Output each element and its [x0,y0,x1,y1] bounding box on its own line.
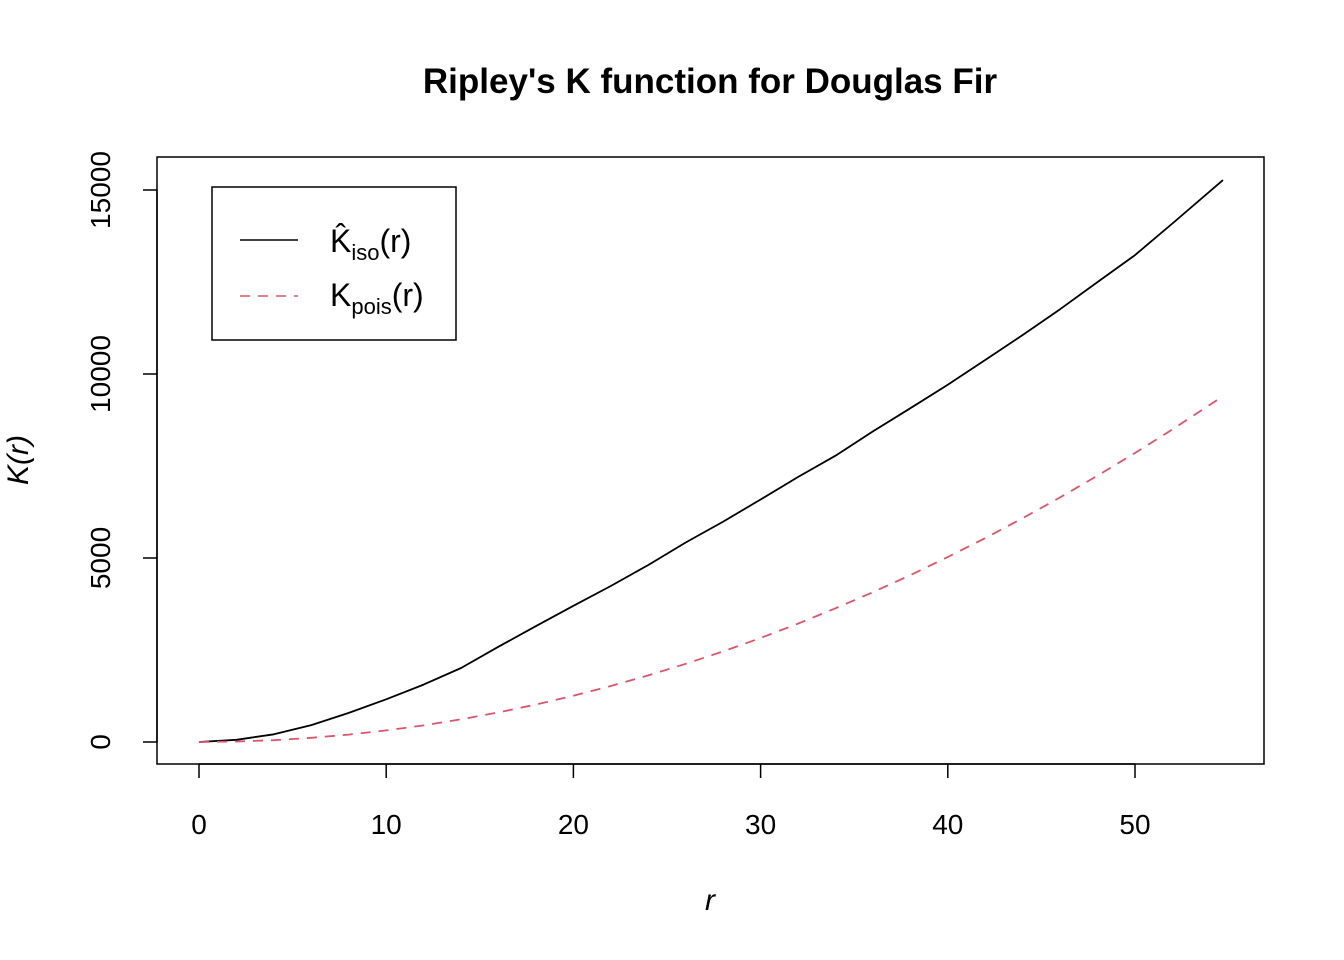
y-axis: 0 5000 10000 15000 [85,151,158,750]
legend-main-kpois: K [330,277,351,313]
y-tick-label: 15000 [85,151,116,229]
legend-label-kiso: K̂iso(r) [330,223,411,265]
legend-label-kpois: Kpois(r) [330,277,424,319]
y-axis-label: K(r) [2,435,35,485]
legend-main-kiso: K̂ [330,223,351,259]
x-tick-label: 0 [191,809,207,840]
legend: K̂iso(r) Kpois(r) [211,186,457,341]
x-axis: 0 10 20 30 40 50 [191,763,1151,840]
x-tick-label: 40 [932,809,963,840]
series-line-iso [198,179,1224,743]
legend-tail-kiso: (r) [379,223,411,259]
x-tick-label: 30 [745,809,776,840]
x-tick-label: 50 [1119,809,1150,840]
legend-sub-kpois: pois [351,294,391,319]
legend-box [211,186,457,341]
legend-sub-kiso: iso [351,240,379,265]
legend-tail-kpois: (r) [392,277,424,313]
y-tick-label: 5000 [85,527,116,589]
x-tick-label: 20 [558,809,589,840]
chart-title: Ripley's K function for Douglas Fir [423,62,998,101]
x-axis-label: r [705,884,716,917]
x-tick-label: 10 [371,809,402,840]
series-line-pois [198,395,1224,743]
y-tick-label: 10000 [85,335,116,413]
series-layer [198,179,1224,743]
y-tick-label: 0 [85,734,116,750]
